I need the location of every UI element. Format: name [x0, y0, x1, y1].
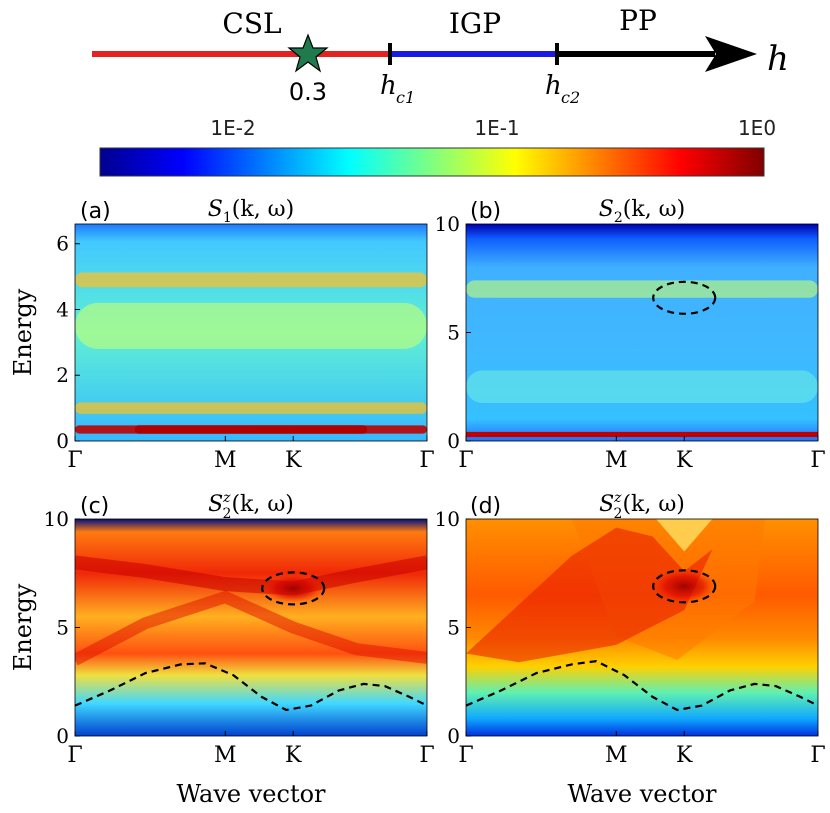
heatmap-area: [466, 224, 818, 441]
heatmap-area: [75, 224, 427, 441]
x-tick-label: K: [285, 743, 302, 768]
x-tick-label: M: [605, 448, 628, 473]
y-axis-label: Energy: [9, 288, 37, 376]
x-axis-label: Wave vector: [567, 780, 717, 808]
intensity-band-1: [75, 402, 427, 414]
x-tick-label: K: [676, 743, 693, 768]
y-tick-label: 5: [447, 321, 460, 345]
x-tick-label: M: [605, 743, 628, 768]
heatmap-area: [75, 519, 427, 736]
y-tick-label: 0: [447, 429, 460, 453]
highlight-ellipse: [652, 569, 717, 604]
h-axis-label: h: [767, 39, 789, 79]
panel-label: (b): [470, 199, 501, 224]
hotspot: [263, 574, 324, 603]
hc2-label: h c2: [545, 71, 580, 107]
x-tick-label: Γ: [419, 448, 434, 473]
intensity-band-core: [466, 431, 818, 438]
phase-label-igp: IGP: [449, 7, 501, 40]
highlight-ellipse: [261, 571, 326, 606]
heatmap-area: [466, 519, 818, 736]
x-tick-label: Γ: [67, 743, 82, 768]
x-tick-label: Γ: [810, 743, 825, 768]
x-tick-label: Γ: [810, 448, 825, 473]
y-tick-label: 5: [56, 616, 69, 640]
panel-title: S2(k, ω): [599, 197, 685, 226]
highlight-ellipse: [652, 280, 717, 315]
panel-title: S1(k, ω): [208, 197, 294, 226]
lower-edge-curve: [74, 662, 428, 712]
phase-label-csl: CSL: [222, 7, 281, 40]
intensity-band-1: [466, 370, 818, 403]
intensity-band-3: [75, 272, 427, 288]
y-tick-label: 0: [447, 724, 460, 748]
hc1-subscript: c1: [396, 88, 415, 107]
colorbar-tick-1: 1E-2: [210, 116, 255, 140]
star-icon: [287, 33, 329, 73]
x-tick-label: Γ: [67, 448, 82, 473]
spectral-ridge-upper: [75, 555, 427, 596]
intensity-band-2: [75, 302, 427, 349]
colorbar-tick-3: 1E0: [738, 116, 776, 140]
x-tick-label: M: [214, 448, 237, 473]
y-tick-label: 0: [56, 724, 69, 748]
hc1-label: h c1: [380, 71, 415, 107]
phase-diagram: CSL IGP PP 0.3 h c1 h c2 h: [92, 4, 789, 107]
x-tick-label: Γ: [458, 448, 473, 473]
lower-edge-curve: [465, 659, 819, 712]
y-tick-label: 6: [56, 232, 69, 256]
y-tick-label: 4: [56, 297, 69, 321]
arrow-head-icon: [705, 36, 757, 72]
panel-d: 0 5 10 Γ M K Γ (d) Sz 2(k, ω) Wave vector: [435, 490, 826, 808]
svg-text:h: h: [545, 71, 562, 101]
hotspot: [652, 569, 717, 604]
intensity-band-2: [466, 280, 818, 298]
star-value-label: 0.3: [289, 78, 327, 106]
colorbar-strip: [99, 147, 765, 177]
panel-label: (c): [80, 494, 109, 519]
gap-wedge: [656, 519, 713, 552]
y-tick-label: 2: [56, 363, 69, 387]
phase-label-pp: PP: [619, 4, 657, 37]
x-tick-label: Γ: [458, 743, 473, 768]
y-tick-label: 10: [435, 507, 460, 531]
x-tick-label: K: [676, 448, 693, 473]
x-axis-label: Wave vector: [176, 780, 326, 808]
y-tick-label: 10: [44, 507, 69, 531]
y-axis-label: Energy: [9, 583, 37, 671]
panels: 0 2 4 6 Γ M K Γ (a) S1(k, ω) Energy 0 5 10 Γ M K Γ (b) S2(k…: [9, 197, 826, 808]
panel-title: Sz 2(k, ω): [208, 490, 294, 522]
x-tick-label: Γ: [419, 743, 434, 768]
intensity-band-core: [134, 425, 368, 434]
y-tick-label: 0: [56, 429, 69, 453]
spectral-ridge: [466, 527, 713, 663]
hc2-subscript: c2: [561, 88, 580, 107]
heatmap-background: [466, 224, 818, 441]
panel-a: 0 2 4 6 Γ M K Γ (a) S1(k, ω) Energy: [9, 197, 435, 473]
plot-frame: [74, 223, 428, 442]
y-tick-label: 10: [435, 212, 460, 236]
panel-title: Sz 2(k, ω): [599, 490, 685, 522]
panel-c: 0 5 10 Γ M K Γ (c) Sz 2(k, ω) Energy Wave vector: [9, 490, 435, 808]
x-tick-label: K: [285, 448, 302, 473]
svg-text:h: h: [380, 71, 397, 101]
spectral-ridge-lower: [75, 590, 427, 666]
colorbar-tick-2: 1E-1: [474, 116, 519, 140]
panel-label: (a): [80, 199, 111, 224]
panel-label: (d): [470, 494, 501, 519]
y-tick-label: 5: [447, 616, 460, 640]
colorbar: 1E-2 1E-1 1E0: [99, 116, 776, 177]
panel-b: 0 5 10 Γ M K Γ (b) S2(k, ω): [435, 197, 826, 473]
x-tick-label: M: [214, 743, 237, 768]
